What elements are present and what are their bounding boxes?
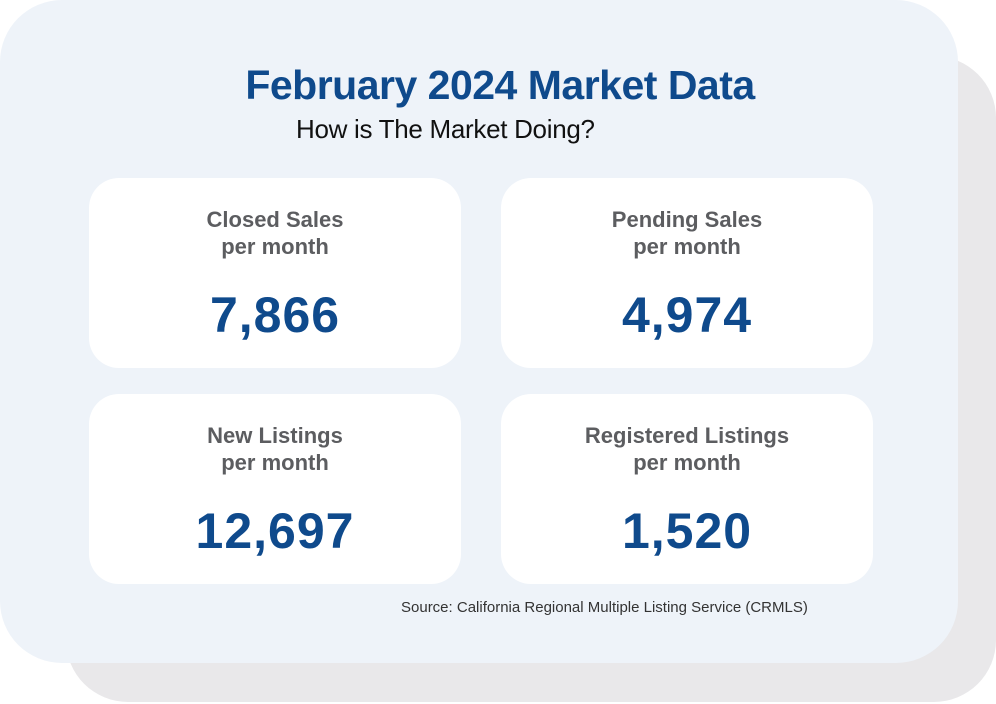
market-data-card: February 2024 Market Data How is The Mar…: [0, 0, 958, 663]
page-subtitle: How is The Market Doing?: [296, 114, 595, 144]
stat-label: Pending Sales per month: [501, 206, 873, 260]
stat-label-line2: per month: [221, 450, 329, 475]
stat-label-line1: Closed Sales: [206, 207, 344, 232]
stat-value: 7,866: [209, 287, 341, 343]
stat-label: Closed Sales per month: [89, 206, 461, 260]
stat-label-line1: Registered Listings: [584, 423, 790, 448]
stat-label: Registered Listings per month: [501, 422, 873, 476]
stat-label-line2: per month: [633, 450, 741, 475]
stat-card-new-listings: New Listings per month 12,697: [89, 394, 461, 584]
stat-value: 12,697: [195, 503, 355, 559]
stat-label-line2: per month: [221, 234, 329, 259]
stat-value: 1,520: [621, 503, 753, 559]
source-note: Source: California Regional Multiple Lis…: [401, 599, 808, 616]
stat-card-closed-sales: Closed Sales per month 7,866: [89, 178, 461, 368]
stat-value: 4,974: [621, 287, 753, 343]
stat-label: New Listings per month: [89, 422, 461, 476]
stat-card-pending-sales: Pending Sales per month 4,974: [501, 178, 873, 368]
page-title: February 2024 Market Data: [245, 62, 755, 108]
stat-label-line2: per month: [633, 234, 741, 259]
stat-label-line1: Pending Sales: [611, 207, 763, 232]
stat-label-line1: New Listings: [207, 423, 343, 448]
stat-card-registered-listings: Registered Listings per month 1,520: [501, 394, 873, 584]
